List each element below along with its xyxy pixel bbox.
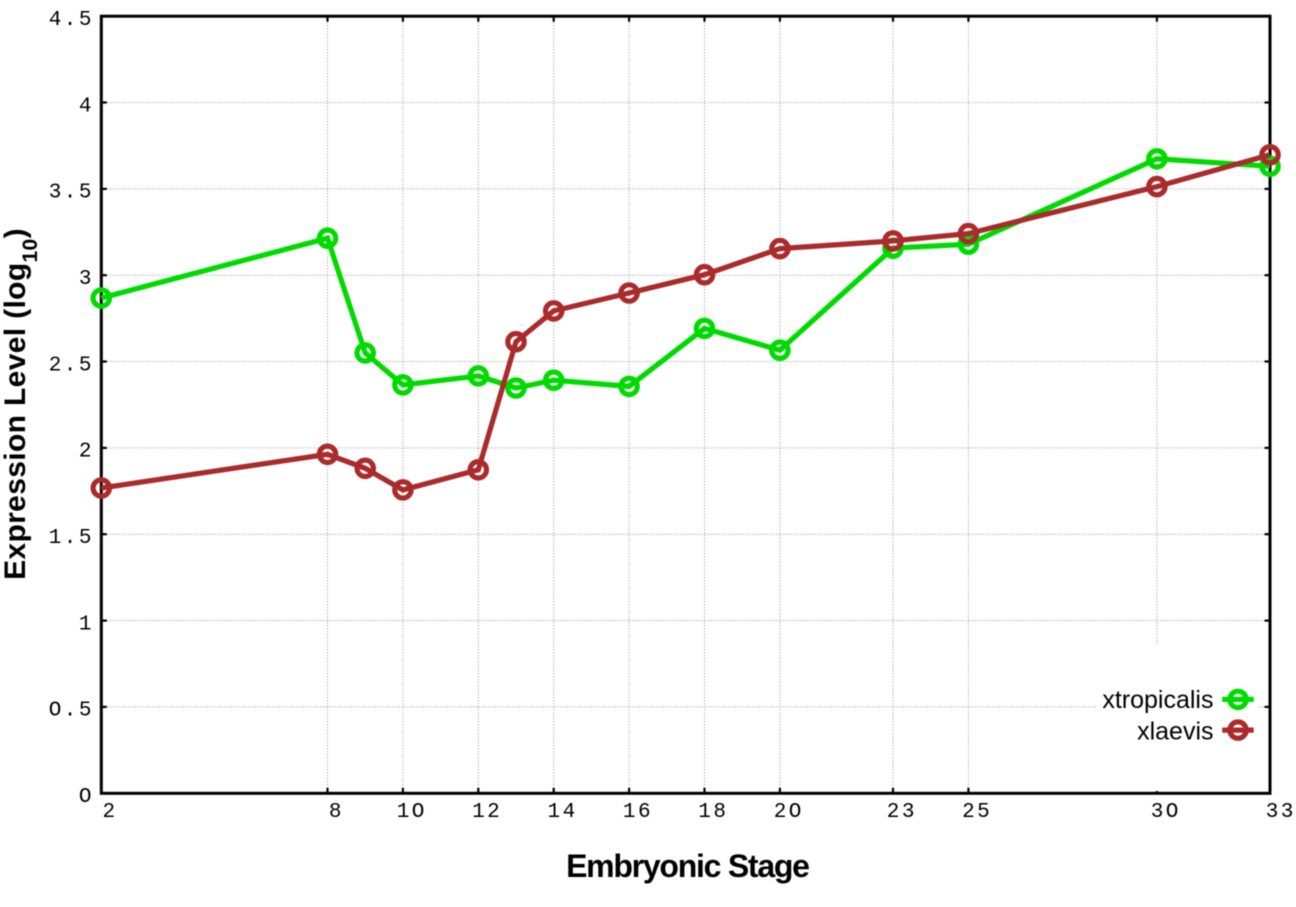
svg-text:xlaevis: xlaevis: [1137, 718, 1213, 746]
svg-text:4: 4: [79, 95, 94, 118]
svg-text:2: 2: [79, 441, 94, 464]
svg-text:2O: 2O: [774, 801, 804, 824]
svg-text:O: O: [79, 786, 94, 809]
svg-text:xtropicalis: xtropicalis: [1102, 686, 1213, 714]
svg-text:3.5: 3.5: [49, 182, 94, 205]
svg-text:2: 2: [103, 801, 118, 824]
svg-text:16: 16: [623, 801, 653, 824]
svg-text:4.5: 4.5: [49, 9, 94, 32]
svg-text:12: 12: [472, 801, 502, 824]
svg-text:25: 25: [962, 801, 992, 824]
svg-text:33: 33: [1266, 801, 1296, 824]
svg-text:O.5: O.5: [49, 700, 94, 723]
svg-text:3: 3: [79, 268, 94, 291]
svg-text:14: 14: [547, 801, 577, 824]
svg-text:18: 18: [698, 801, 728, 824]
svg-text:1.5: 1.5: [49, 527, 94, 550]
svg-text:1O: 1O: [397, 801, 427, 824]
svg-text:Embryonic Stage: Embryonic Stage: [566, 848, 809, 884]
svg-text:3O: 3O: [1151, 801, 1181, 824]
svg-text:23: 23: [887, 801, 917, 824]
svg-text:2.5: 2.5: [49, 354, 94, 377]
svg-text:8: 8: [329, 801, 344, 824]
svg-text:1: 1: [79, 613, 94, 636]
